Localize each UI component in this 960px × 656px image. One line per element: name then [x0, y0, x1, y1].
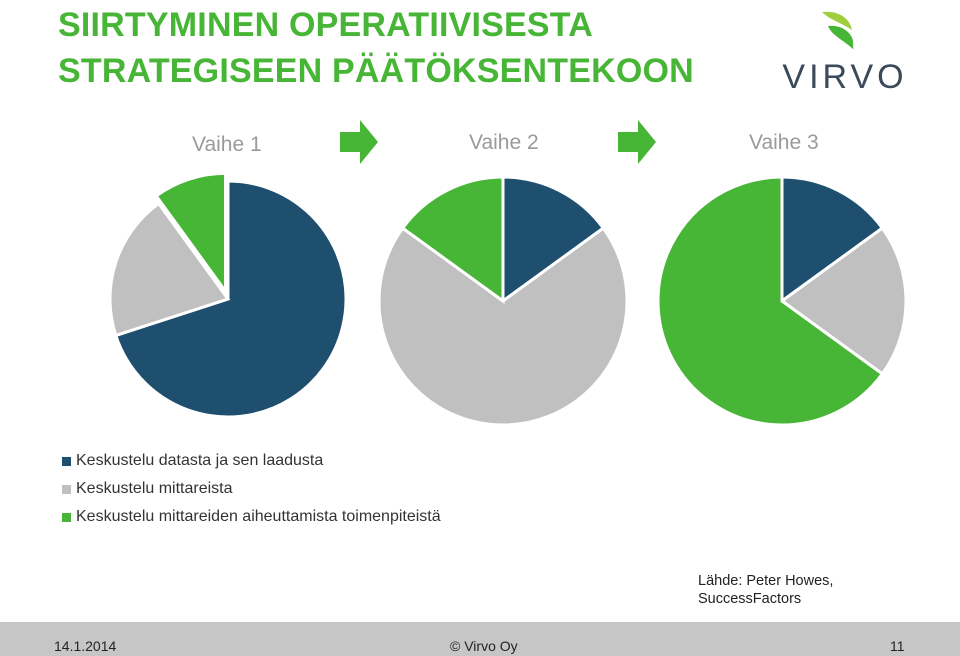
legend-item: Keskustelu datasta ja sen laadusta — [62, 450, 441, 478]
logo-text: VIRVO — [782, 58, 908, 96]
pie-slice — [400, 175, 505, 304]
footer-date: 14.1.2014 — [54, 638, 117, 654]
stage-label-3: Vaihe 3 — [749, 131, 819, 154]
source-line: SuccessFactors — [698, 591, 802, 607]
legend-swatch — [62, 513, 71, 522]
stage-label-2: Vaihe 2 — [469, 131, 539, 154]
legend-swatch — [62, 457, 71, 466]
arrow-right-icon — [618, 120, 656, 164]
pie-slice — [113, 179, 348, 419]
pie-slice — [780, 175, 885, 304]
pie-slice — [779, 226, 908, 376]
pie-slice — [154, 171, 228, 297]
legend-swatch — [62, 485, 71, 494]
page-title: SIIRTYMINEN OPERATIIVISESTA STRATEGISEEN… — [58, 6, 694, 90]
pie-charts: 60% — [108, 171, 908, 427]
legend-label: Keskustelu mittareiden aiheuttamista toi… — [76, 508, 441, 525]
source-note: Lähde: Peter Howes, SuccessFactors — [698, 572, 833, 608]
legend: Keskustelu datasta ja sen laadusta Kesku… — [62, 450, 441, 534]
pie-slice — [656, 175, 885, 427]
pie-slice — [108, 201, 231, 338]
footer-copyright: © Virvo Oy — [450, 638, 518, 654]
pie-slice — [377, 226, 629, 427]
source-line: Lähde: Peter Howes, — [698, 573, 834, 589]
legend-item: Keskustelu mittareiden aiheuttamista toi… — [62, 506, 441, 534]
virvo-logo: VIRVO — [780, 8, 910, 96]
virvo-leaf-icon — [822, 11, 855, 51]
legend-label: Keskustelu mittareista — [76, 480, 233, 497]
arrow-right-icon — [340, 120, 378, 164]
pie-annotation: 60% — [707, 299, 747, 321]
legend-item: Keskustelu mittareista — [62, 478, 441, 506]
stage-label-1: Vaihe 1 — [192, 133, 262, 156]
legend-label: Keskustelu datasta ja sen laadusta — [76, 452, 324, 469]
footer: 14.1.2014 © Virvo Oy 11 — [0, 622, 960, 656]
pie-slice — [501, 175, 606, 304]
footer-page-number: 11 — [890, 638, 905, 654]
